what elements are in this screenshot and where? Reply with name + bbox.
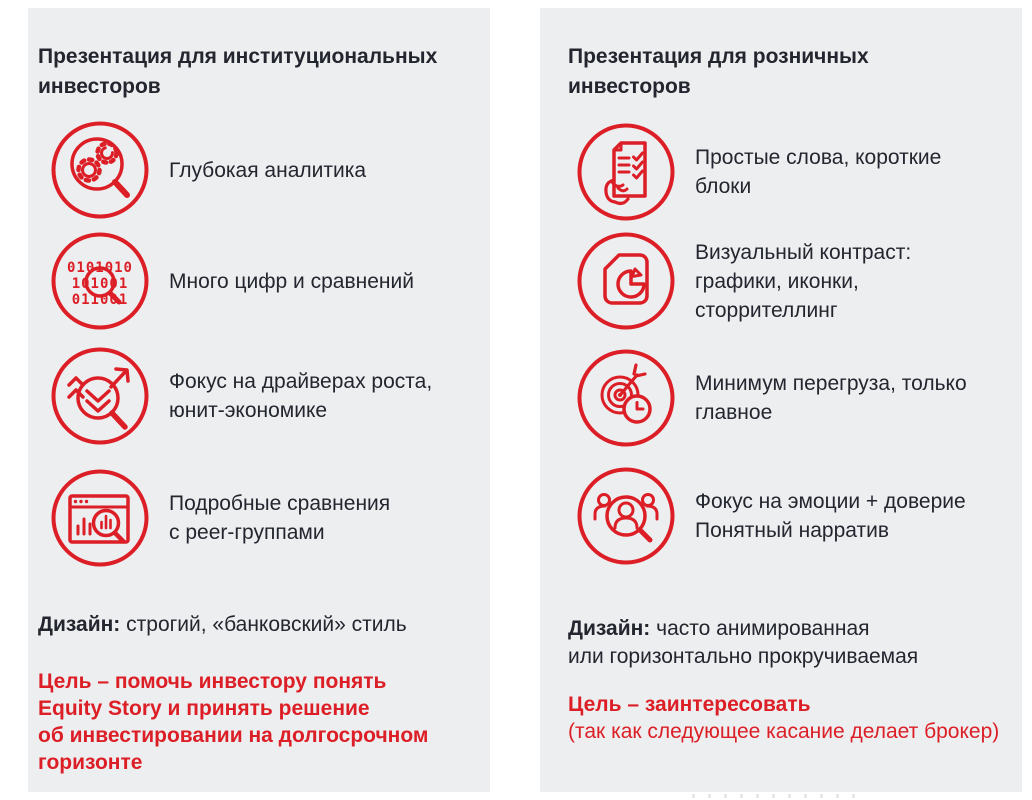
design-label: Дизайн: xyxy=(568,617,651,640)
card-institutional-investors: Презентация для институциональных инвест… xyxy=(28,8,490,792)
feature-label: Подробные сравнения с peer-группами xyxy=(169,492,391,544)
feature-label: Визуальный контраст: графики, иконки, ст… xyxy=(695,240,912,322)
feature-row: Глубокая аналитика xyxy=(48,118,366,222)
goal-regular-text: (так как следующее касание делает брокер… xyxy=(568,720,1000,743)
design-note: Дизайн: строгий, «банковский» стиль xyxy=(38,611,478,639)
card-title-institutional: Презентация для институциональных инвест… xyxy=(38,45,438,98)
feature-label: Глубокая аналитика xyxy=(169,158,367,182)
feature-label: Много цифр и сравнений xyxy=(169,269,414,293)
svg-text:101001: 101001 xyxy=(72,276,129,292)
feature-row: Простые слова, короткие блоки xyxy=(574,120,941,224)
browser-bar-chart-magnifier-icon xyxy=(48,466,152,570)
feature-label: Фокус на эмоции + доверие Понятный нарра… xyxy=(695,490,966,542)
goal-note: Цель – заинтересовать (так как следующее … xyxy=(568,691,1028,745)
hand-checklist-icon xyxy=(574,120,678,224)
feature-row: Минимум перегруза, только главное xyxy=(574,346,967,450)
cropped-watermark-remnant xyxy=(692,794,862,798)
magnifier-gears-analytics-icon xyxy=(48,118,152,222)
design-note: Дизайн: часто анимированная или горизонт… xyxy=(568,615,1018,671)
document-pie-chart-icon xyxy=(574,229,678,333)
feature-row: 0101010 101001 011001 Много цифр и сравн… xyxy=(48,229,414,333)
card-retail-investors: Презентация для розничных инвесторов xyxy=(540,8,1022,792)
feature-label: Фокус на драйверах роста, юнит-экономике xyxy=(169,370,433,422)
feature-row: Фокус на драйверах роста, юнит-экономике xyxy=(48,344,432,448)
growth-arrow-chart-magnifier-icon xyxy=(48,344,152,448)
feature-label: Простые слова, короткие блоки xyxy=(695,146,942,198)
goal-bold-text: Цель – помочь инвестору понять Equity St… xyxy=(38,670,429,774)
people-magnifier-icon xyxy=(574,464,678,568)
target-dart-clock-icon xyxy=(574,346,678,450)
feature-row: Визуальный контраст: графики, иконки, ст… xyxy=(574,229,911,333)
card-title-retail: Презентация для розничных инвесторов xyxy=(568,45,869,98)
design-text: часто анимированная или горизонтально пр… xyxy=(568,617,919,668)
feature-row: Подробные сравнения с peer-группами xyxy=(48,466,390,570)
design-text: строгий, «банковский» стиль xyxy=(120,613,407,636)
goal-bold-text: Цель – заинтересовать xyxy=(568,693,811,716)
design-label: Дизайн: xyxy=(38,613,121,636)
feature-row: Фокус на эмоции + доверие Понятный нарра… xyxy=(574,464,966,568)
feature-label: Минимум перегруза, только главное xyxy=(695,372,967,424)
binary-code-magnifier-icon: 0101010 101001 011001 xyxy=(48,229,152,333)
goal-note: Цель – помочь инвестору понять Equity St… xyxy=(38,668,478,776)
